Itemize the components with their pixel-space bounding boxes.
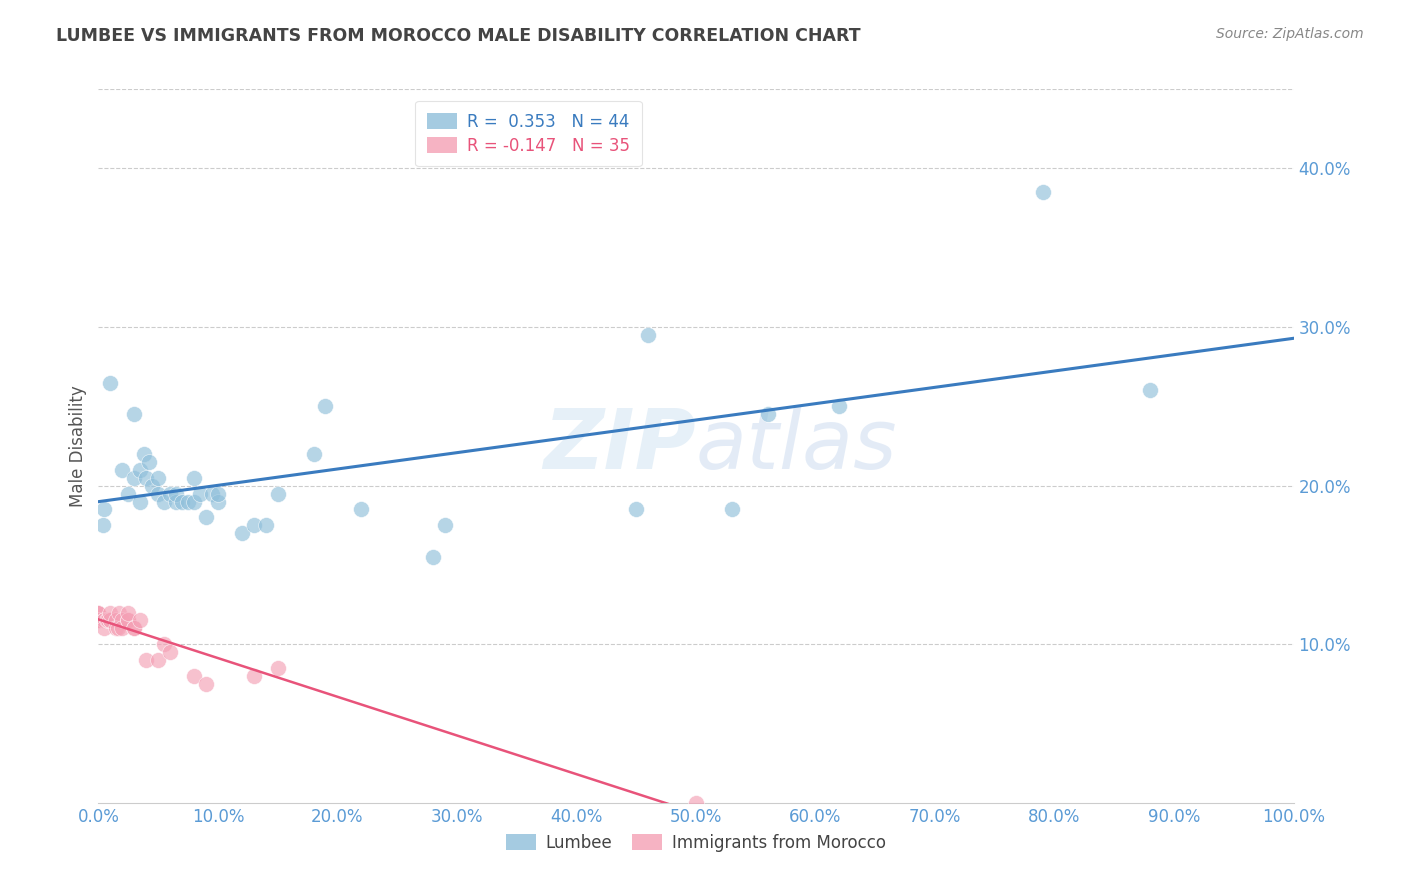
Point	[828, 400, 851, 414]
Point	[105, 614, 128, 628]
Point	[97, 614, 120, 628]
Point	[267, 486, 290, 500]
Point	[132, 447, 155, 461]
Point	[231, 526, 253, 541]
Point	[721, 502, 744, 516]
Point	[91, 518, 114, 533]
Point	[183, 494, 205, 508]
Point	[302, 447, 325, 461]
Point	[93, 621, 115, 635]
Point	[177, 494, 200, 508]
Point	[105, 621, 128, 635]
Point	[98, 376, 122, 390]
Point	[96, 614, 118, 628]
Point	[117, 486, 139, 500]
Point	[422, 549, 444, 564]
Point	[135, 471, 157, 485]
Point	[87, 606, 110, 620]
Point	[188, 486, 211, 500]
Point	[1139, 384, 1161, 398]
Point	[153, 494, 176, 508]
Point	[141, 478, 163, 492]
Point	[129, 494, 152, 508]
Legend: Lumbee, Immigrants from Morocco: Lumbee, Immigrants from Morocco	[499, 828, 893, 859]
Point	[93, 614, 115, 628]
Point	[165, 486, 187, 500]
Point	[107, 606, 129, 620]
Point	[98, 606, 122, 620]
Point	[129, 463, 152, 477]
Point	[685, 796, 707, 810]
Point	[117, 614, 139, 628]
Point	[172, 494, 194, 508]
Point	[195, 677, 218, 691]
Point	[267, 661, 290, 675]
Point	[243, 669, 266, 683]
Point	[111, 463, 134, 477]
Point	[201, 486, 224, 500]
Point	[98, 614, 122, 628]
Point	[87, 614, 110, 628]
Point	[207, 494, 229, 508]
Text: LUMBEE VS IMMIGRANTS FROM MOROCCO MALE DISABILITY CORRELATION CHART: LUMBEE VS IMMIGRANTS FROM MOROCCO MALE D…	[56, 27, 860, 45]
Point	[148, 653, 170, 667]
Y-axis label: Male Disability: Male Disability	[69, 385, 87, 507]
Point	[93, 614, 115, 628]
Point	[183, 669, 205, 683]
Point	[350, 502, 373, 516]
Point	[195, 510, 218, 524]
Point	[124, 471, 146, 485]
Point	[434, 518, 457, 533]
Point	[87, 614, 110, 628]
Point	[98, 614, 122, 628]
Point	[87, 606, 110, 620]
Point	[153, 637, 176, 651]
Text: ZIP: ZIP	[543, 406, 696, 486]
Point	[626, 502, 648, 516]
Text: atlas: atlas	[696, 406, 897, 486]
Point	[1032, 186, 1054, 200]
Point	[315, 400, 337, 414]
Point	[107, 621, 129, 635]
Point	[254, 518, 277, 533]
Text: Source: ZipAtlas.com: Source: ZipAtlas.com	[1216, 27, 1364, 41]
Point	[111, 621, 134, 635]
Point	[207, 486, 229, 500]
Point	[159, 486, 181, 500]
Point	[135, 653, 157, 667]
Point	[93, 502, 115, 516]
Point	[117, 606, 139, 620]
Point	[117, 614, 139, 628]
Point	[165, 494, 187, 508]
Point	[637, 328, 659, 343]
Point	[124, 621, 146, 635]
Point	[148, 486, 170, 500]
Point	[159, 645, 181, 659]
Point	[756, 407, 779, 421]
Point	[138, 455, 160, 469]
Point	[87, 606, 110, 620]
Point	[124, 621, 146, 635]
Point	[124, 407, 146, 421]
Point	[183, 471, 205, 485]
Point	[243, 518, 266, 533]
Point	[148, 471, 170, 485]
Point	[129, 614, 152, 628]
Point	[111, 614, 134, 628]
Point	[87, 614, 110, 628]
